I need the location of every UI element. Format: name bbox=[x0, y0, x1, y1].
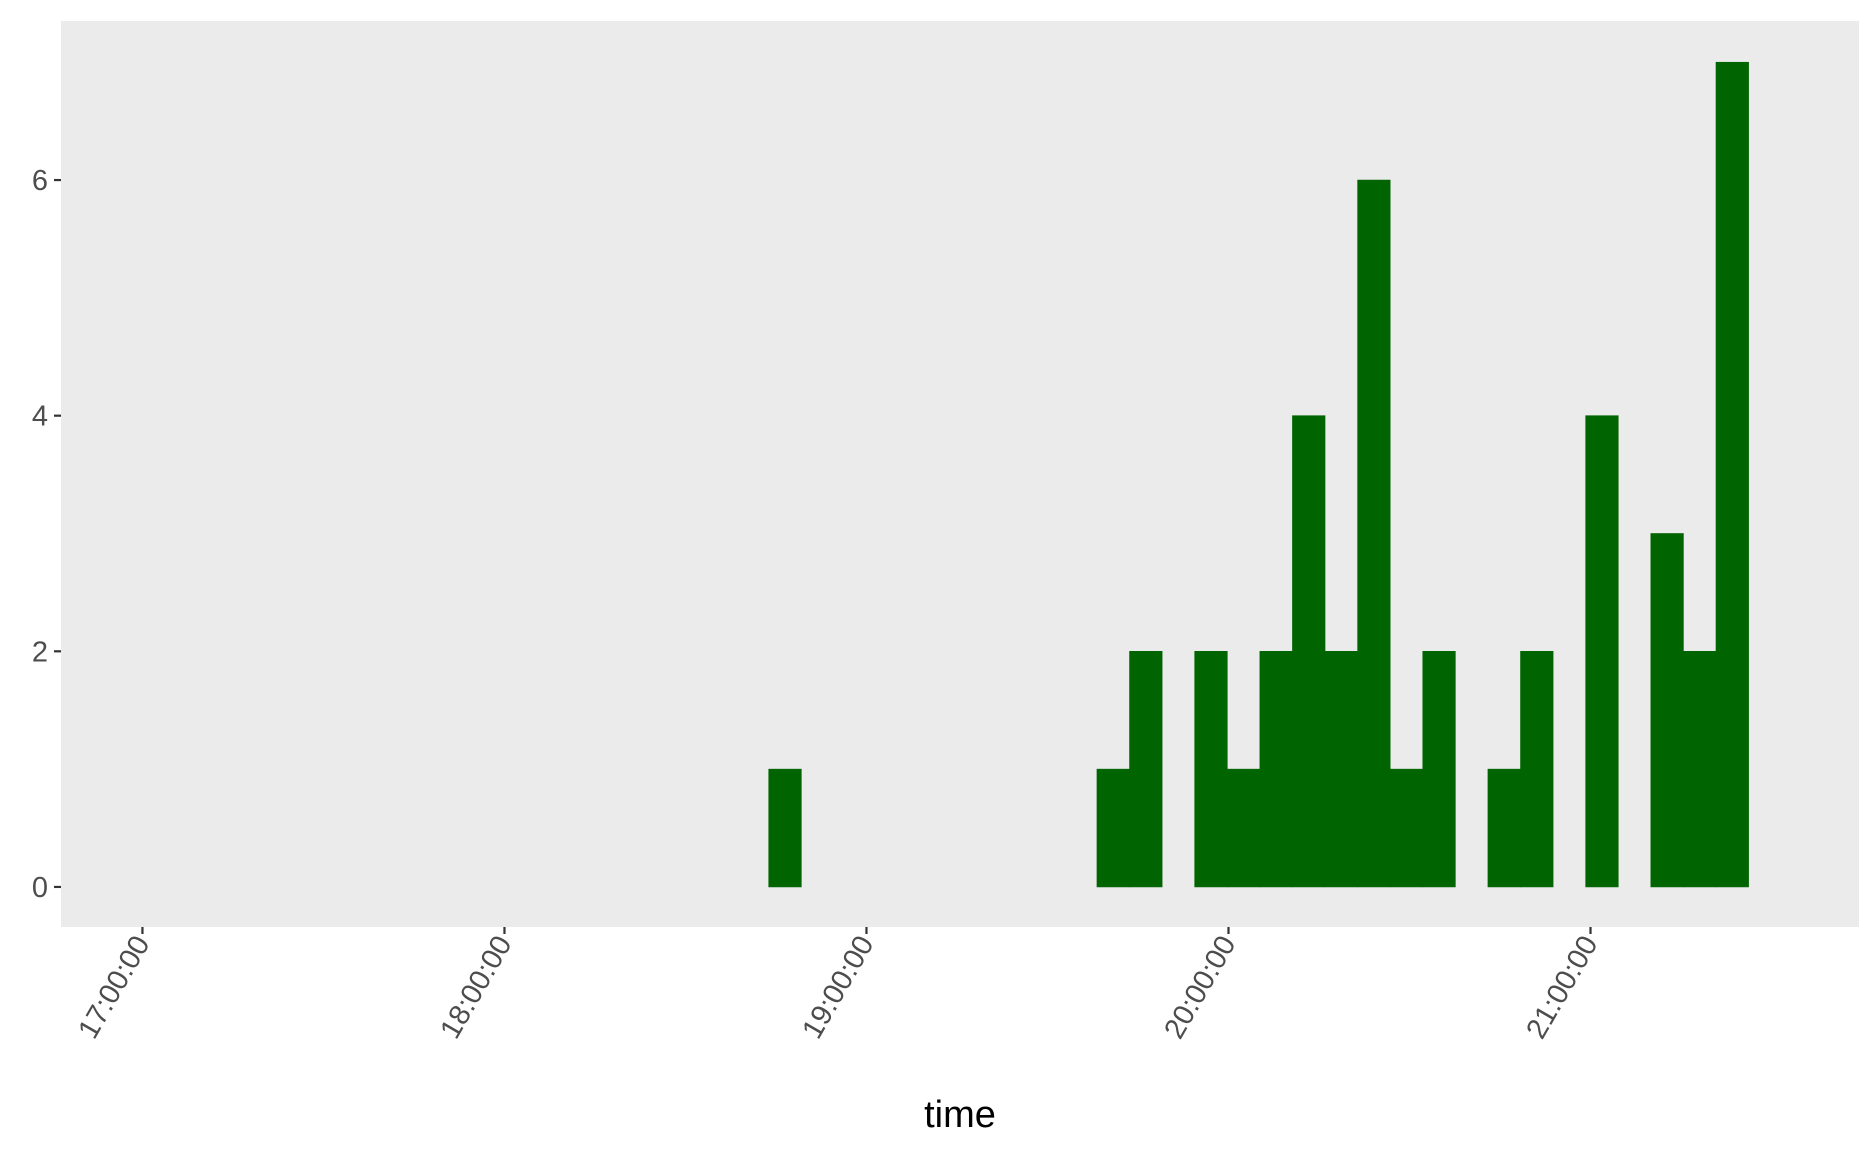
histogram-bar bbox=[1650, 533, 1684, 888]
histogram-bar bbox=[1422, 651, 1456, 888]
x-tick-label: 18:00:00 bbox=[434, 931, 518, 1045]
x-tick-label: 21:00:00 bbox=[1520, 931, 1604, 1045]
histogram-bar bbox=[1357, 179, 1391, 888]
bars-layer bbox=[768, 61, 1749, 888]
histogram-bar bbox=[1683, 651, 1717, 888]
x-axis-title: time bbox=[924, 1094, 996, 1136]
x-tick-label: 19:00:00 bbox=[796, 931, 880, 1045]
plot-panel bbox=[61, 21, 1859, 927]
y-axis: 0 2 4 6 bbox=[32, 165, 61, 904]
histogram-bar bbox=[1389, 768, 1424, 888]
x-tick-label: 17:00:00 bbox=[72, 931, 156, 1045]
histogram-bar bbox=[1194, 651, 1228, 888]
histogram-bar bbox=[1226, 768, 1261, 888]
histogram-bar bbox=[1715, 61, 1749, 888]
y-tick-label: 2 bbox=[32, 636, 48, 668]
histogram-bar bbox=[1487, 768, 1521, 888]
histogram-bar bbox=[1292, 415, 1326, 888]
histogram-bar bbox=[1129, 651, 1163, 888]
histogram-bar bbox=[1520, 651, 1554, 888]
x-axis: 17:00:00 18:00:00 19:00:00 20:00:00 21:00:00 bbox=[72, 927, 1605, 1045]
x-tick-label: 20:00:00 bbox=[1158, 931, 1242, 1045]
histogram-bar bbox=[1259, 651, 1293, 888]
y-tick-label: 4 bbox=[32, 401, 48, 433]
y-tick-label: 0 bbox=[32, 872, 48, 904]
histogram-bar bbox=[1324, 651, 1358, 888]
histogram-bar bbox=[1096, 768, 1130, 888]
histogram-bar bbox=[1585, 415, 1619, 888]
y-tick-label: 6 bbox=[32, 165, 48, 197]
histogram-bar bbox=[768, 768, 802, 888]
